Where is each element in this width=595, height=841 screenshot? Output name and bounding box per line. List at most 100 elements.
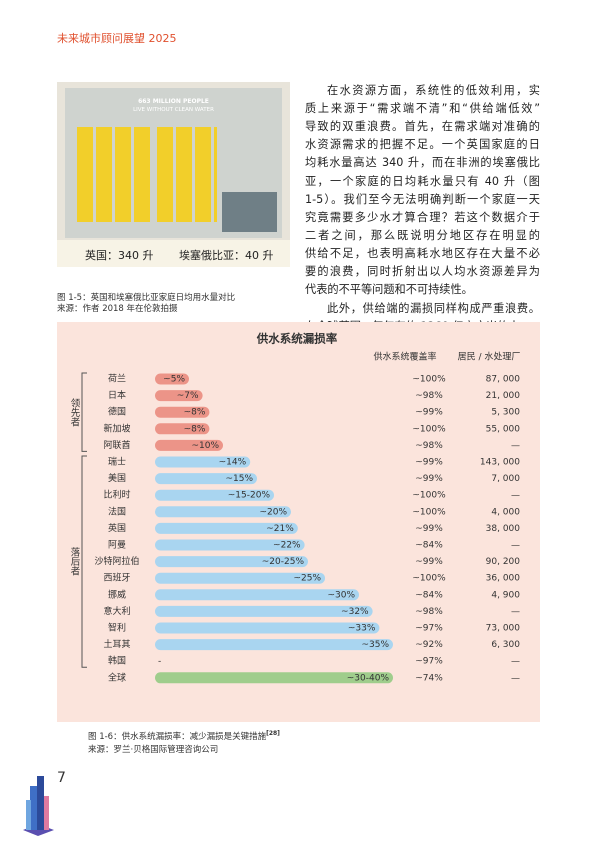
- coverage: ~99%: [415, 458, 443, 468]
- bar: [155, 373, 189, 385]
- bar: [155, 589, 359, 601]
- plants: —: [511, 491, 520, 501]
- bar: [155, 406, 210, 418]
- coverage: ~100%: [412, 375, 446, 385]
- photo-caption: 英国：340 升: [85, 249, 154, 262]
- bar: [155, 506, 291, 518]
- plants: 143, 000: [480, 458, 520, 468]
- group-label: 领先者: [69, 397, 81, 427]
- value-label: ~15%: [225, 474, 253, 484]
- coverage: ~97%: [415, 657, 443, 667]
- coverage: ~100%: [412, 424, 446, 434]
- value-label: ~8%: [184, 424, 206, 434]
- category-label: 德国: [108, 406, 126, 418]
- coverage: ~98%: [415, 391, 443, 401]
- category-label: 沙特阿拉伯: [94, 555, 139, 567]
- coverage: ~99%: [415, 557, 443, 567]
- value-label: ~7%: [177, 391, 199, 401]
- coverage: ~74%: [415, 673, 443, 683]
- text-line: 此外，供给端的漏损同样构成严重浪费。: [327, 302, 540, 316]
- plants: 87, 000: [486, 375, 521, 385]
- value-label: ~15-20%: [228, 491, 271, 501]
- plants: 55, 000: [486, 424, 521, 434]
- category-label: 日本: [108, 389, 126, 401]
- bar: [155, 473, 257, 485]
- photo-caption-band: [57, 240, 290, 267]
- bar: [155, 622, 380, 634]
- value-label: ~30%: [327, 590, 355, 600]
- coverage: ~100%: [412, 574, 446, 584]
- text-line: 质上来源于“需求端不清”和“供给端低效”: [305, 102, 540, 116]
- jerrycans: [77, 127, 152, 222]
- coverage: ~100%: [412, 507, 446, 517]
- value-label: ~5%: [163, 375, 185, 385]
- plants: —: [511, 441, 520, 451]
- category-label: 全球: [108, 671, 126, 683]
- plants: 90, 200: [486, 557, 521, 567]
- coverage: ~84%: [415, 541, 443, 551]
- value-label: ~20%: [259, 507, 287, 517]
- category-label: 美国: [108, 472, 126, 484]
- category-label: 瑞士: [108, 456, 126, 468]
- category-label: 法国: [108, 505, 126, 517]
- column-header: 供水系统覆盖率: [373, 351, 436, 363]
- category-label: 土耳其: [103, 638, 130, 650]
- value-label: ~20-25%: [262, 557, 305, 567]
- column-header: 居民 / 水处理厂: [458, 351, 521, 363]
- value-label: ~22%: [273, 541, 301, 551]
- plants: 21, 000: [486, 391, 521, 401]
- category-label: 英国: [108, 522, 126, 534]
- plants: 73, 000: [486, 624, 521, 634]
- value-label: ~25%: [293, 574, 321, 584]
- plants: —: [511, 541, 520, 551]
- bar: [155, 489, 274, 501]
- text-line: 亚，一个家庭的日均耗水量只有 40 升（图: [305, 174, 540, 188]
- reference: [28]: [266, 730, 280, 738]
- photo-headline: 663 MILLION PEOPLE: [138, 98, 209, 105]
- coverage: ~99%: [415, 474, 443, 484]
- coverage: ~99%: [415, 524, 443, 534]
- value-label: ~14%: [219, 458, 247, 468]
- figure-caption: 图 1-5：英国和埃塞俄比亚家庭日均用水量对比: [57, 293, 236, 303]
- value-label: ~32%: [341, 607, 369, 617]
- text-line: 要的浪费，同时折射出以人均水资源差异为: [305, 265, 540, 278]
- jerrycans: [157, 127, 217, 222]
- value-label: ~35%: [361, 640, 389, 650]
- category-label: 阿曼: [108, 540, 126, 551]
- value-label: ~10%: [191, 441, 219, 451]
- coverage: ~84%: [415, 590, 443, 600]
- category-label: 比利时: [103, 489, 130, 501]
- bar: [155, 556, 308, 568]
- group-bracket: [81, 372, 87, 452]
- bar: [155, 439, 223, 451]
- coverage: ~98%: [415, 607, 443, 617]
- group-label: 落后者: [69, 547, 81, 577]
- photo-subline: LIVE WITHOUT CLEAN WATER: [133, 107, 214, 113]
- value-label: -: [158, 657, 161, 667]
- plants: 5, 300: [491, 408, 520, 418]
- coverage: ~99%: [415, 408, 443, 418]
- plants: 6, 300: [491, 640, 520, 650]
- text-line: 水资源需求的把握不足。一个英国家庭的日: [305, 138, 540, 152]
- category-label: 智利: [108, 622, 126, 634]
- bar: [155, 456, 251, 468]
- category-label: 西班牙: [103, 572, 130, 584]
- photo-poster: [222, 192, 277, 232]
- caption-text: 图 1-6：供水系统漏损率：减少漏损是关键措施: [88, 732, 267, 742]
- page-number: 7: [57, 770, 66, 786]
- photo: 663 MILLION PEOPLE LIVE WITHOUT CLEAN WA…: [57, 82, 290, 267]
- bar: [155, 539, 305, 551]
- bar: [155, 390, 203, 402]
- text-line: 1-5）。我们至今无法明确判断一个家庭一天: [305, 192, 540, 206]
- text-line: 代表的不平等问题和不可持续性。: [305, 283, 473, 297]
- photo-caption: 埃塞俄比亚：40 升: [179, 249, 274, 262]
- text-line: 导致的双重浪费。首先，在需求端对准确的: [305, 120, 540, 134]
- figure-source: 来源：罗兰·贝格国际管理咨询公司: [88, 745, 219, 755]
- group-bracket: [81, 455, 87, 668]
- coverage: ~97%: [415, 624, 443, 634]
- coverage: ~100%: [412, 491, 446, 501]
- category-label: 意大利: [103, 605, 130, 617]
- bar: [155, 605, 373, 617]
- plants: 36, 000: [486, 574, 521, 584]
